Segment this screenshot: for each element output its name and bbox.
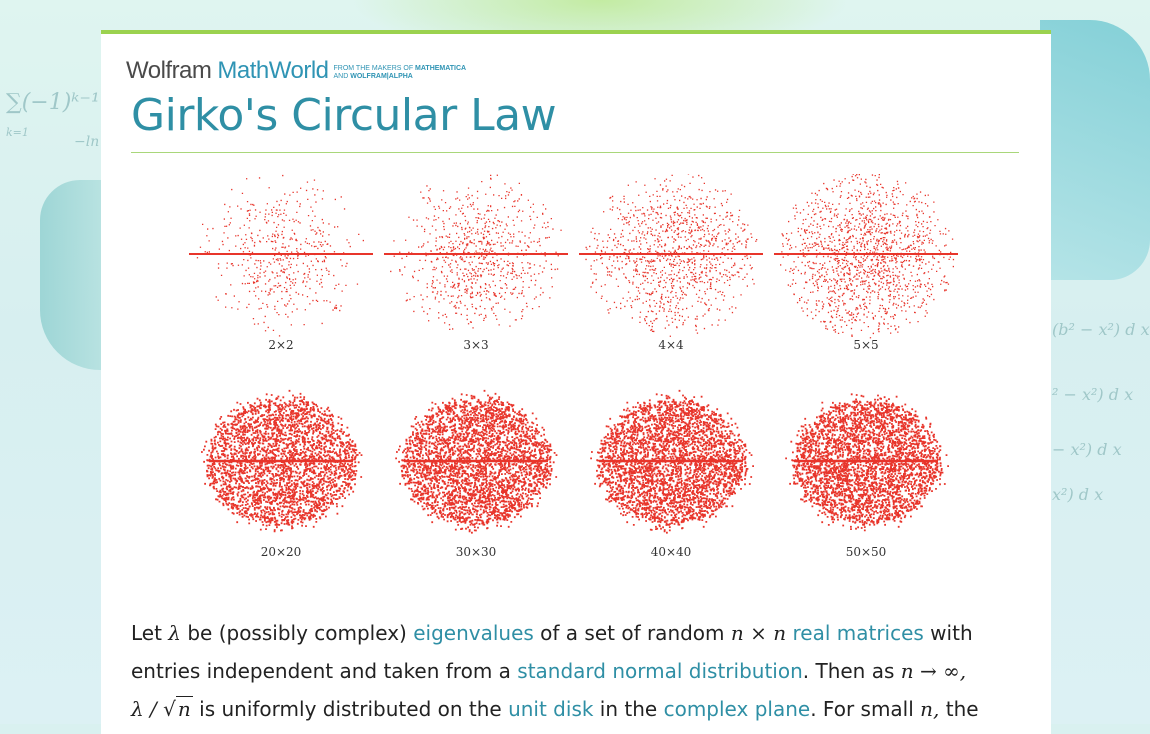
link-standard-normal-distribution[interactable]: standard normal distribution xyxy=(517,659,803,683)
eigenvalue-points xyxy=(780,174,955,339)
math-lambda-over: λ / xyxy=(131,697,164,721)
text-set: of a set of random xyxy=(533,621,731,645)
math-sqrt-n: n xyxy=(175,696,193,721)
background-formula-r1: (b² − x²) d x xyxy=(1052,320,1150,339)
background-formula-ln: −ln xyxy=(74,134,100,150)
panel-label: 4×4 xyxy=(658,338,684,352)
eigenvalue-points xyxy=(395,389,558,534)
brand-logo[interactable]: Wolfram MathWorld FROM THE MAKERS OF MAT… xyxy=(126,58,466,84)
scatter-panel: 5×5 xyxy=(774,174,958,352)
background-formula-r4: x²) d x xyxy=(1052,485,1104,504)
background-formula-r2: ² − x²) d x xyxy=(1052,385,1134,404)
brand-mathworld: MathWorld xyxy=(217,57,329,84)
panel-label: 50×50 xyxy=(846,545,887,559)
brand-tagline: FROM THE MAKERS OF MATHEMATICA AND WOLFR… xyxy=(334,65,467,81)
scatter-panel: 3×3 xyxy=(384,174,568,352)
text-then: . Then as xyxy=(802,659,901,683)
panel-label: 30×30 xyxy=(456,545,497,559)
brand-tagline-1-bold: MATHEMATICA xyxy=(415,65,467,72)
eigenvalue-points xyxy=(590,389,754,534)
text-let: Let xyxy=(131,621,169,645)
background-shape-right xyxy=(1040,20,1150,280)
text-in: in the xyxy=(593,697,664,721)
panel-label: 2×2 xyxy=(268,338,293,352)
eigenvalue-points xyxy=(390,174,562,330)
link-unit-disk[interactable]: unit disk xyxy=(508,697,594,721)
panel-label: 20×20 xyxy=(261,545,302,559)
brand-tagline-2-bold: WOLFRAM|ALPHA xyxy=(350,73,413,80)
scatter-panel: 30×30 xyxy=(395,389,558,559)
background-formula-k1: k=1 xyxy=(6,126,29,139)
eigenvalue-points xyxy=(196,174,364,337)
text-with: with xyxy=(923,621,973,645)
eigenvalue-figure: 2×2 3×3 4×4 5×5 20×20 30×30 40×40 50×50 xyxy=(181,174,981,594)
panel-label: 5×5 xyxy=(853,338,878,352)
content-card: Wolfram MathWorld FROM THE MAKERS OF MAT… xyxy=(101,30,1051,734)
link-complex-plane[interactable]: complex plane xyxy=(663,697,811,721)
scatter-panel: 40×40 xyxy=(590,389,754,559)
text-entries: entries independent and taken from a xyxy=(131,659,518,683)
panel-label: 40×40 xyxy=(651,545,692,559)
brand-tagline-1: FROM THE MAKERS OF xyxy=(333,65,416,72)
scatter-panel: 2×2 xyxy=(189,174,373,352)
math-nxn: n × n xyxy=(730,621,787,645)
math-sqrt-symbol: √ xyxy=(163,697,176,721)
background-formula-sum: ∑(−1)ᵏ⁻¹ xyxy=(6,90,100,115)
eigenvalue-points xyxy=(201,389,363,533)
background-formula-r3: − x²) d x xyxy=(1052,440,1122,459)
brand-tagline-2: AND xyxy=(333,73,351,80)
title-divider xyxy=(131,152,1019,153)
link-eigenvalues[interactable]: eigenvalues xyxy=(413,621,534,645)
panel-label: 3×3 xyxy=(463,338,488,352)
text-uniform: is uniformly distributed on the xyxy=(192,697,509,721)
math-n-small: n, xyxy=(920,697,940,721)
eigenvalue-points xyxy=(785,393,949,532)
page-title: Girko's Circular Law xyxy=(131,90,557,141)
scatter-panel: 4×4 xyxy=(579,174,763,352)
text-the: the xyxy=(939,697,979,721)
math-lambda: λ xyxy=(168,621,181,645)
brand-wolfram: Wolfram xyxy=(126,57,212,84)
link-real-matrices[interactable]: real matrices xyxy=(792,621,924,645)
text-be: be (possibly complex) xyxy=(180,621,414,645)
article-body: Let λ be (possibly complex) eigenvalues … xyxy=(131,614,1011,728)
eigenvalue-points xyxy=(585,174,758,337)
math-n-infinity: n → ∞, xyxy=(900,659,967,683)
text-small: . For small xyxy=(810,697,921,721)
eigenvalue-plots: 2×2 3×3 4×4 5×5 20×20 30×30 40×40 50×50 xyxy=(189,174,958,559)
scatter-panel: 20×20 xyxy=(201,389,363,559)
scatter-panel: 50×50 xyxy=(785,393,949,559)
